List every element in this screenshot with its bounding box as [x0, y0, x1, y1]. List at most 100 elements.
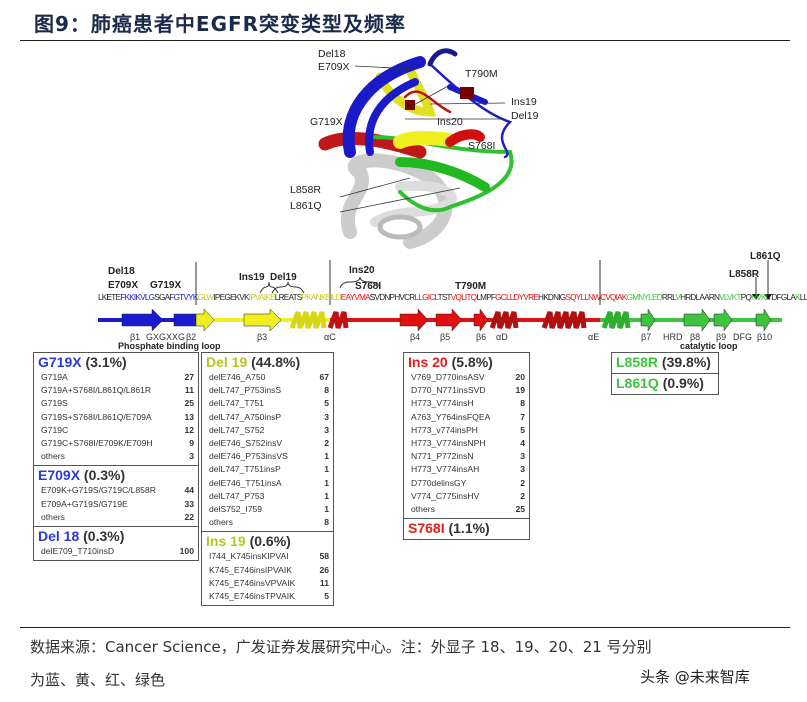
variant-percent: 25 — [515, 504, 525, 515]
sequence-segment: GLW — [197, 293, 215, 302]
mutation-group-header: Ins 19 (0.6%) — [206, 533, 329, 550]
mutation-group: E709X (0.3%) E709K+G719S/G719C/L858R 44 E70… — [34, 466, 198, 528]
label-b6: β6 — [476, 332, 487, 342]
mutation-row: delE746_A750 67 — [206, 371, 329, 384]
label-b3: β3 — [257, 332, 268, 342]
variant-name: K745_E746insVPVAIK — [209, 577, 296, 588]
variant-name: A763_Y764insFQEA — [411, 411, 491, 422]
variant-name: H773_V774insAH — [411, 464, 480, 475]
sequence-segment: GTVYK — [173, 293, 199, 302]
sequence-segment: V — [675, 293, 681, 302]
mutation-frequency: (0.3%) — [79, 528, 125, 545]
variant-percent: 2 — [520, 477, 525, 488]
mutation-frequency: (44.8%) — [247, 354, 301, 370]
variant-name: delE746_S752insV — [209, 438, 283, 449]
variant-name: delE709_T710insD — [41, 546, 115, 557]
domain-diagram — [98, 260, 782, 332]
label-b2: β2 — [186, 332, 197, 342]
sequence-segment: HRDLAARN — [680, 293, 720, 302]
mutation-row: G719S+S768I/L861Q/E709A 13 — [38, 411, 194, 424]
annot-del18: Del18 — [108, 266, 135, 277]
variant-name: G719S+S768I/L861Q/E709A — [41, 411, 152, 422]
label-phosphate-binding-loop: Phosphate binding loop — [118, 341, 221, 351]
variant-percent: 3 — [324, 424, 329, 435]
exon19-mutation-table: Del 19 (44.8%) delE746_A750 67 delL747_P753… — [201, 352, 334, 607]
variant-percent: 19 — [515, 385, 525, 396]
sequence-segment: S — [369, 293, 375, 302]
variant-name: others — [41, 451, 65, 462]
variant-percent: 3 — [520, 464, 525, 475]
mutation-frequency: (1.1%) — [444, 520, 490, 537]
mutation-name: G719X — [38, 354, 82, 370]
mutation-row: G719A+S768I/L861Q/L861R 11 — [38, 384, 194, 397]
sequence-segment: SGAF — [154, 293, 174, 302]
mutation-row: delS752_I759 1 — [206, 503, 329, 516]
variant-percent: 9 — [189, 438, 194, 449]
sequence-segment: TST — [437, 293, 452, 302]
structure-label-del18: Del18 — [318, 48, 346, 60]
label-b5: β5 — [440, 332, 451, 342]
annot-l861q: L861Q — [750, 251, 781, 262]
exon21-mutation-table: L858R (39.8%) L861Q (0.9%) — [611, 352, 719, 395]
mutation-row: H773_v774insPH 5 — [408, 424, 525, 437]
mutation-row: delE746_P753insVS 1 — [206, 450, 329, 463]
sequence-segment: SQYLLNWCVQIAK — [565, 293, 627, 302]
variant-percent: 3 — [189, 451, 194, 462]
variant-name: H773_v774insPH — [411, 424, 478, 435]
variant-name: delL747_A750insP — [209, 411, 282, 422]
mutation-row: K745_E746insVPVAIK 11 — [206, 577, 329, 590]
variant-percent: 67 — [319, 372, 329, 382]
variant-percent: 1 — [324, 490, 329, 501]
annot-l858r: L858R — [729, 269, 760, 280]
variant-percent: 2 — [324, 438, 329, 449]
variant-percent: 33 — [184, 498, 194, 509]
variant-percent: 12 — [184, 424, 194, 435]
sequence-segment: G — [148, 293, 155, 302]
variant-name: V774_C775insHV — [411, 490, 480, 501]
mutation-frequency: (0.9%) — [658, 375, 704, 391]
variant-name: H773_V774insNPH — [411, 438, 486, 449]
variant-percent: 13 — [184, 411, 194, 422]
annot-e709x: E709X — [108, 280, 139, 291]
variant-percent: 27 — [184, 372, 194, 382]
variant-name: G719A — [41, 372, 68, 382]
mutation-row: others 22 — [38, 511, 194, 524]
annot-del19: Del19 — [270, 272, 297, 283]
mutation-row: delL747_T751 5 — [206, 397, 329, 410]
mutation-frequency: (5.8%) — [447, 354, 493, 370]
mutation-group-header: L861Q (0.9%) — [616, 375, 714, 392]
sequence-segment: IPEGEKVK — [213, 293, 249, 302]
mutation-name: Del 19 — [206, 354, 248, 370]
mutation-row: N771_P772insN 3 — [408, 450, 525, 463]
label-ae: αE — [588, 332, 600, 342]
mutation-row: delE746_T751insA 1 — [206, 477, 329, 490]
mutation-row: delE746_S752insV 2 — [206, 437, 329, 450]
variant-percent: 1 — [324, 451, 329, 462]
mutation-name: S768I — [408, 520, 445, 537]
sequence-segment: A — [790, 293, 796, 302]
mutation-group-header: S768I (1.1%) — [408, 520, 525, 537]
sequence-segment: IPVAIKE — [248, 293, 276, 302]
variant-percent: 7 — [520, 411, 525, 422]
mutation-row: K745_E746insTPVAIK 5 — [206, 590, 329, 603]
variant-name: G719A+S768I/L861Q/L861R — [41, 385, 152, 396]
label-hrd: HRD — [663, 332, 683, 342]
mutation-row: delL747_P753insS 8 — [206, 384, 329, 397]
sequence-segment: TE — [111, 293, 121, 302]
structure-label-g719x: G719X — [310, 116, 343, 128]
mutation-row: D770_N771insSVD 19 — [408, 384, 525, 397]
sequence-segment: GCLLDYVRE — [495, 293, 539, 302]
mutation-name: L858R — [616, 354, 659, 370]
annot-s768i: S768I — [355, 281, 382, 292]
mutation-name: L861Q — [616, 375, 659, 391]
mutation-row: delL747_A750insP 3 — [206, 411, 329, 424]
variant-name: D770_N771insSVD — [411, 385, 486, 396]
label-b1: β1 — [130, 332, 141, 342]
mutation-group: L858R (39.8%) — [612, 353, 718, 374]
sequence-segment: VLVKT — [719, 293, 741, 302]
label-b10: β10 — [757, 332, 773, 342]
variant-percent: 3 — [324, 411, 329, 422]
variant-percent: 25 — [184, 398, 194, 409]
sequence-segment: L — [799, 293, 805, 302]
mutation-row: others 3 — [38, 450, 194, 463]
